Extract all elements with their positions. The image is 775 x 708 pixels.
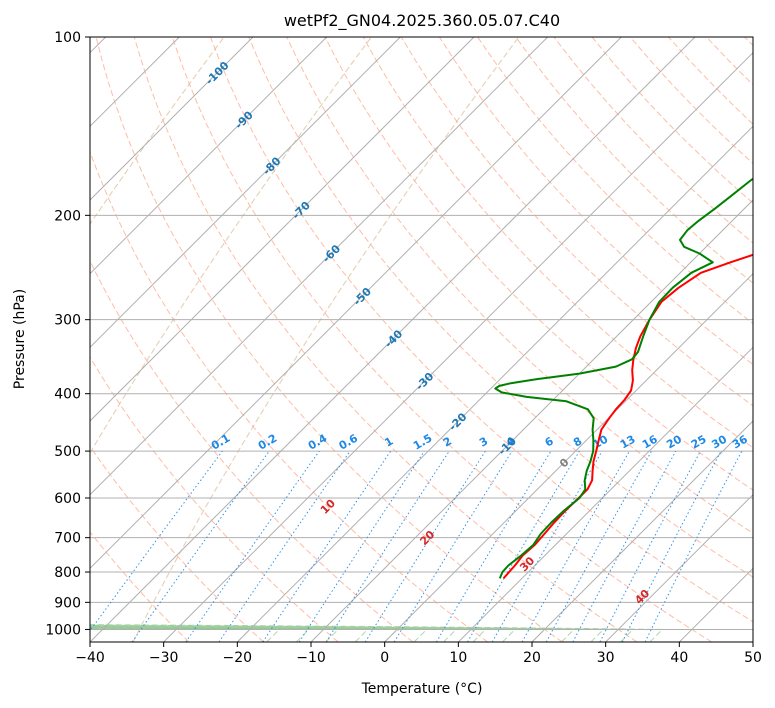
isotherm-line bbox=[90, 37, 401, 349]
isotherm-line bbox=[236, 125, 753, 642]
y-tick-label: 500 bbox=[54, 444, 81, 460]
dry-adiabat-line bbox=[90, 531, 190, 642]
dewpoint-profile-line bbox=[494, 177, 753, 579]
profile-series bbox=[494, 177, 753, 580]
mixing-ratio-line bbox=[218, 450, 351, 642]
isotherm-line bbox=[457, 346, 753, 642]
y-tick-label: 100 bbox=[54, 30, 81, 46]
y-tick-label: 700 bbox=[54, 531, 81, 547]
y-tick-label: 200 bbox=[54, 208, 81, 224]
x-tick-label: 0 bbox=[380, 650, 389, 666]
y-tick-label: 900 bbox=[54, 595, 81, 611]
moist-adiabat-line bbox=[90, 624, 635, 642]
dry-adiabat-line bbox=[90, 150, 488, 642]
dry-adiabat-line bbox=[90, 445, 264, 642]
dry-adiabat-line bbox=[400, 37, 753, 407]
mixing-ratio-line bbox=[393, 450, 513, 642]
x-tick-label: 20 bbox=[523, 650, 541, 666]
y-tick-label: 600 bbox=[54, 491, 81, 507]
isotherm-line bbox=[384, 272, 753, 642]
dry-adiabat-line bbox=[133, 37, 638, 642]
theta-e-line bbox=[90, 37, 372, 454]
dry-adiabat-line bbox=[438, 37, 753, 366]
x-axis-title: Temperature (°C) bbox=[361, 681, 483, 697]
isotherm-line bbox=[531, 420, 753, 642]
chart-title: wetPf2_GN04.2025.360.05.07.C40 bbox=[284, 11, 560, 31]
dry-adiabat-line bbox=[248, 37, 753, 578]
y-tick-label: 400 bbox=[54, 387, 81, 403]
dry-adiabat-line bbox=[90, 356, 339, 642]
isotherm-line bbox=[90, 37, 475, 422]
x-tick-label: −30 bbox=[149, 650, 179, 666]
x-tick-label: −20 bbox=[223, 650, 253, 666]
isotherm-line bbox=[90, 37, 549, 496]
isotherm-line bbox=[90, 37, 254, 201]
y-tick-label: 1000 bbox=[45, 622, 81, 638]
x-tick-label: 10 bbox=[449, 650, 467, 666]
y-tick-label: 300 bbox=[54, 313, 81, 329]
mixing-ratio-line bbox=[131, 450, 270, 642]
mixing-ratio-line bbox=[262, 450, 392, 642]
isotherm-line bbox=[605, 493, 753, 642]
mixing-ratio-line bbox=[185, 450, 320, 642]
y-axis-title: Pressure (hPa) bbox=[12, 289, 28, 389]
x-tick-label: −10 bbox=[296, 650, 326, 666]
x-tick-label: 30 bbox=[597, 650, 615, 666]
mixing-ratio-line bbox=[325, 450, 450, 642]
mixing-ratio-line bbox=[90, 450, 223, 632]
mixing-ratio-line bbox=[521, 450, 630, 642]
dry-adiabat-line bbox=[95, 37, 563, 642]
plot-frame bbox=[89, 36, 754, 643]
y-tick-label: 800 bbox=[54, 565, 81, 581]
x-tick-label: −40 bbox=[75, 650, 105, 666]
x-tick-label: 50 bbox=[744, 650, 762, 666]
y-axis: 100 200 300 400 500 600 700 800 900 1000 bbox=[45, 30, 90, 638]
mixing-ratio-line bbox=[298, 450, 425, 642]
isotherm-line bbox=[90, 37, 328, 275]
mixing-ratio-line bbox=[644, 450, 743, 642]
dry-adiabat-line bbox=[515, 37, 753, 284]
theta-e-line bbox=[132, 37, 520, 642]
dry-adiabat-line bbox=[210, 37, 753, 623]
plot-area bbox=[90, 37, 753, 642]
x-axis: −40 −30 −20 −10 0 10 20 30 40 50 bbox=[75, 642, 762, 666]
isotherm-line bbox=[90, 37, 696, 642]
mixing-ratio-line bbox=[572, 450, 677, 642]
mixing-ratio-line bbox=[545, 450, 653, 642]
background-lines bbox=[90, 37, 753, 642]
isotherm-line bbox=[163, 51, 753, 642]
x-tick-label: 40 bbox=[670, 650, 688, 666]
isotherm-line bbox=[310, 199, 753, 642]
isotherm-line bbox=[90, 37, 622, 570]
